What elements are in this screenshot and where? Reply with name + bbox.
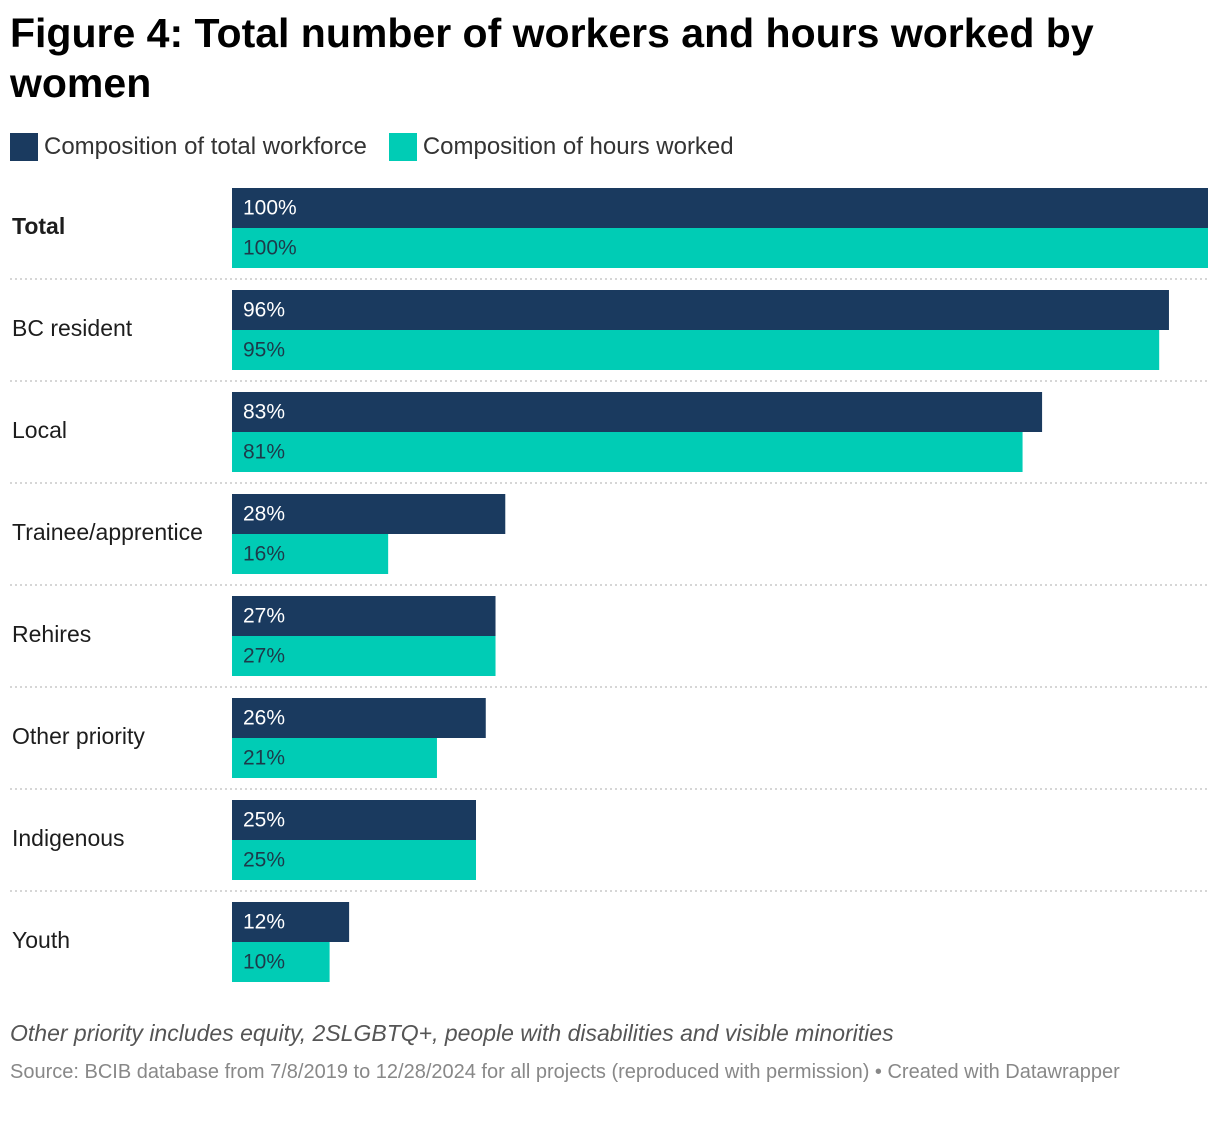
bar-indigenous-workforce [232, 800, 476, 840]
legend-item-workforce: Composition of total workforce [10, 133, 367, 161]
bar-trainee-apprentice-workforce [232, 494, 506, 534]
category-label-local: Local [12, 417, 67, 443]
data-label-other-priority-workforce: 26% [243, 707, 285, 730]
bar-rehires-hours [232, 636, 496, 676]
bar-local-workforce [232, 392, 1043, 432]
bar-total-hours [232, 228, 1208, 268]
data-label-trainee-apprentice-workforce: 28% [243, 503, 285, 526]
data-label-other-priority-hours: 21% [243, 747, 285, 770]
data-label-local-workforce: 83% [243, 401, 285, 424]
bar-other-priority-workforce [232, 698, 486, 738]
category-label-bc-resident: BC resident [12, 315, 133, 341]
data-label-bc-resident-hours: 95% [243, 339, 285, 362]
bar-total-workforce [232, 188, 1208, 228]
category-label-rehires: Rehires [12, 621, 91, 647]
data-label-bc-resident-workforce: 96% [243, 299, 285, 322]
bar-bc-resident-workforce [232, 290, 1169, 330]
category-label-indigenous: Indigenous [12, 825, 125, 851]
bar-youth-workforce [232, 902, 350, 942]
category-label-trainee-apprentice: Trainee/apprentice [12, 519, 203, 545]
data-label-total-hours: 100% [243, 237, 297, 260]
category-label-youth: Youth [12, 927, 70, 953]
bar-rehires-workforce [232, 596, 496, 636]
bar-chart: Total 100% 100% BC resident 96% 95% Local 83% 81… [10, 188, 1208, 982]
data-label-youth-hours: 10% [243, 951, 285, 974]
data-label-trainee-apprentice-hours: 16% [243, 543, 285, 566]
bar-bc-resident-hours [232, 330, 1160, 370]
data-label-rehires-hours: 27% [243, 645, 285, 668]
category-label-total: Total [12, 213, 65, 239]
legend: Composition of total workforce Compositi… [10, 131, 756, 163]
legend-label-workforce: Composition of total workforce [44, 133, 367, 160]
chart-footnote: Other priority includes equity, 2SLGBTQ+… [10, 1020, 894, 1046]
legend-label-hours: Composition of hours worked [422, 133, 734, 160]
data-label-local-hours: 81% [243, 441, 285, 464]
data-label-rehires-workforce: 27% [243, 605, 285, 628]
data-label-youth-workforce: 12% [243, 911, 285, 934]
bar-youth-hours [232, 942, 330, 982]
bar-indigenous-hours [232, 840, 476, 880]
chart-title: Figure 4: Total number of workers and ho… [10, 10, 1094, 106]
legend-swatch-hours [388, 133, 417, 161]
data-label-indigenous-workforce: 25% [243, 809, 285, 832]
data-label-indigenous-hours: 25% [243, 849, 285, 872]
category-label-other-priority: Other priority [12, 723, 145, 749]
legend-swatch-workforce [10, 133, 38, 161]
bar-trainee-apprentice-hours [232, 534, 389, 574]
bar-local-hours [232, 432, 1023, 472]
bar-other-priority-hours [232, 738, 437, 778]
legend-item-hours: Composition of hours worked [388, 133, 734, 161]
chart-source: Source: BCIB database from 7/8/2019 to 1… [10, 1061, 1120, 1083]
data-label-total-workforce: 100% [243, 197, 297, 220]
